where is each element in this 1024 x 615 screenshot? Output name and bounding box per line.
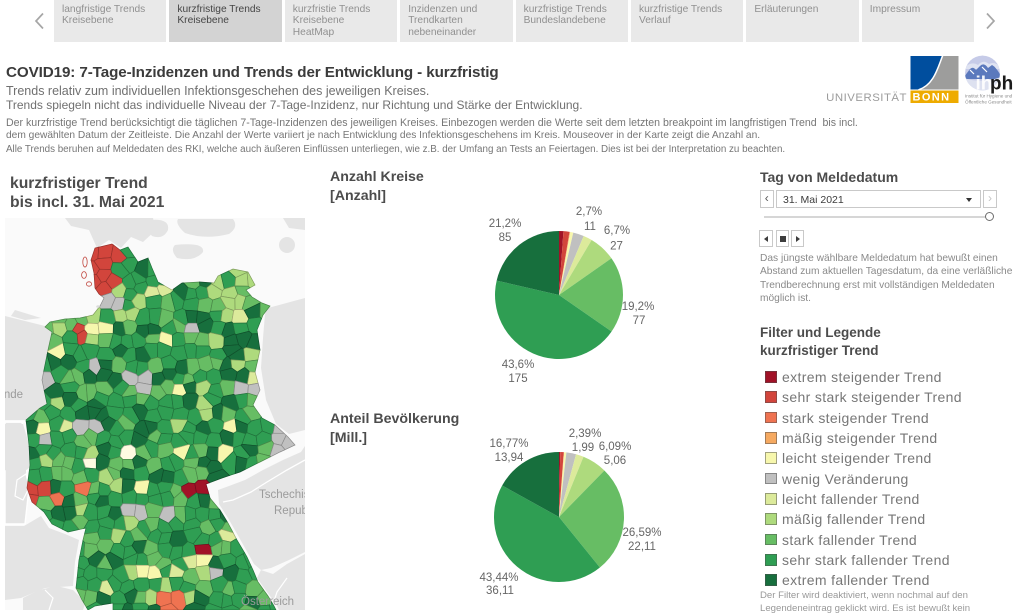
svg-text:ph: ph	[990, 74, 1013, 95]
svg-text:21,2%: 21,2%	[489, 218, 522, 230]
svg-text:36,11: 36,11	[486, 585, 514, 597]
svg-text:6,09%: 6,09%	[599, 441, 632, 453]
svg-text:5,06: 5,06	[604, 455, 626, 467]
svg-text:Tschechische: Tschechische	[259, 489, 305, 501]
svg-text:43,44%: 43,44%	[479, 572, 518, 584]
svg-text:Österreich: Österreich	[241, 596, 294, 608]
svg-text:13,94: 13,94	[495, 452, 524, 464]
svg-text:Institut für Hygiene und: Institut für Hygiene und	[965, 94, 1013, 99]
svg-text:77: 77	[633, 315, 646, 327]
svg-text:22,11: 22,11	[628, 541, 656, 553]
svg-text:2,7%: 2,7%	[576, 206, 602, 218]
svg-text:BONN: BONN	[913, 92, 951, 104]
svg-text:1,99: 1,99	[572, 442, 594, 454]
svg-text:175: 175	[508, 373, 527, 385]
svg-text:ih: ih	[976, 74, 993, 95]
svg-text:27: 27	[610, 241, 623, 253]
svg-text:16,77%: 16,77%	[489, 438, 528, 450]
svg-text:19,2%: 19,2%	[622, 301, 655, 313]
svg-text:Niederlande: Niederlande	[5, 389, 23, 401]
svg-text:6,7%: 6,7%	[604, 225, 630, 237]
svg-text:85: 85	[499, 232, 512, 244]
svg-text:43,6%: 43,6%	[502, 359, 535, 371]
svg-text:Öffentliche Gesundheit: Öffentliche Gesundheit	[965, 99, 1012, 105]
svg-text:11: 11	[584, 221, 596, 233]
svg-text:26,59%: 26,59%	[622, 527, 661, 539]
svg-text:Republik: Republik	[274, 505, 305, 517]
svg-text:2,39%: 2,39%	[569, 428, 602, 440]
